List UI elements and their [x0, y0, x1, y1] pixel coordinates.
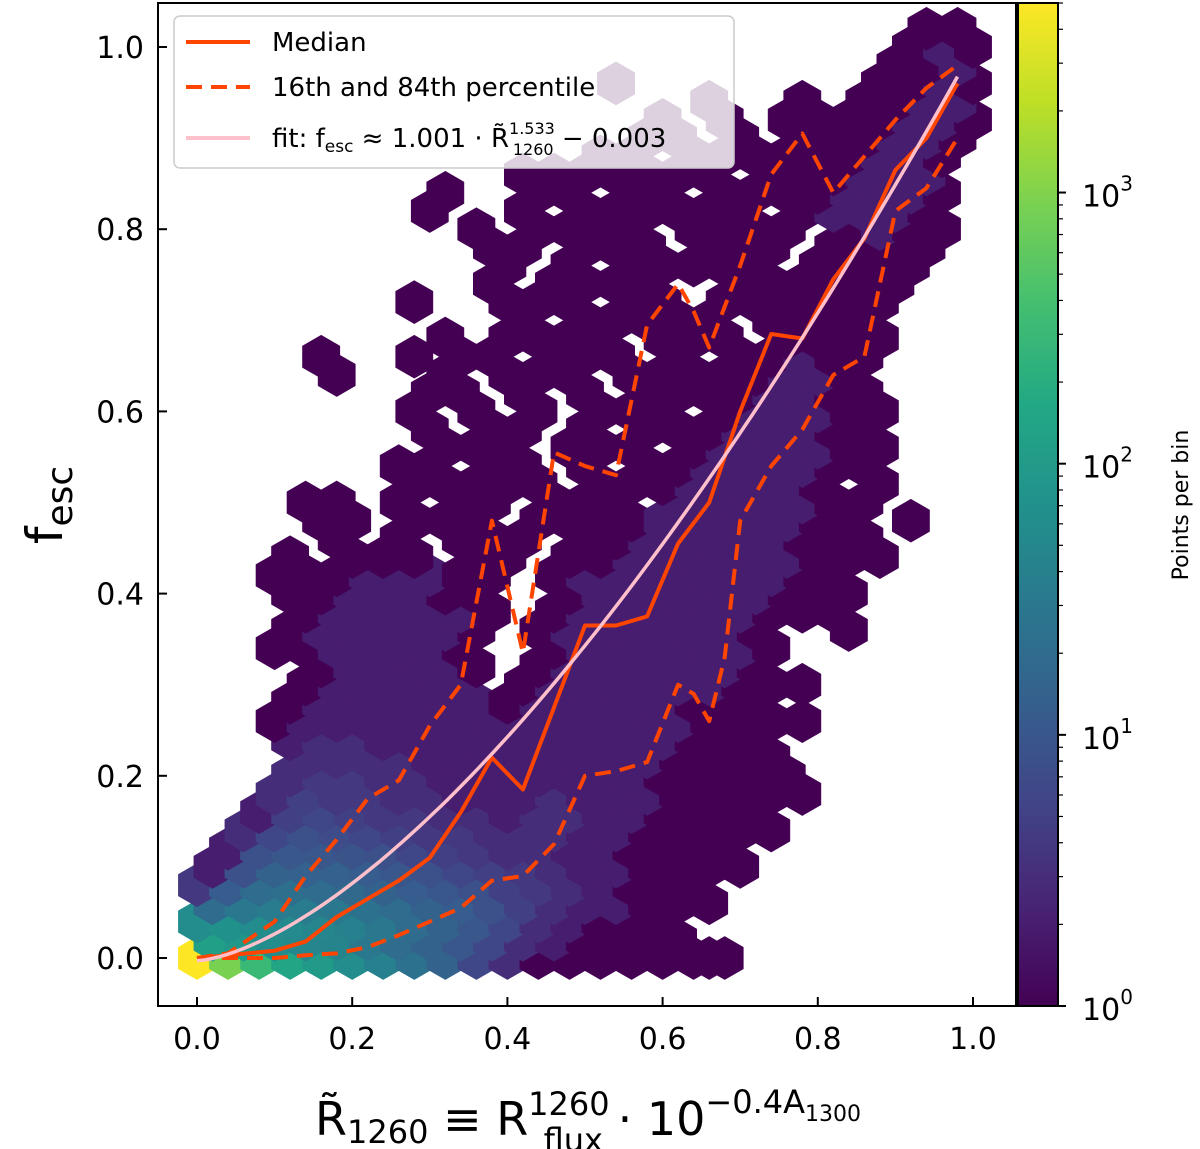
hexbin-layer — [178, 6, 992, 980]
y-axis-label: fesc — [16, 466, 81, 544]
colorbar-gradient — [1017, 2, 1059, 1007]
lines-layer — [196, 63, 960, 963]
hexbin-cell — [426, 316, 465, 361]
y-tick-label: 1.0 — [96, 31, 144, 66]
colorbar-label: Points per bin — [1169, 430, 1194, 581]
hexbin-cell — [690, 936, 729, 980]
colorbar-tick-label: 100 — [1082, 985, 1133, 1028]
colorbar-tick-label: 103 — [1082, 172, 1133, 215]
series-median-line — [196, 82, 960, 960]
hexbin-cell — [938, 6, 977, 51]
hexbin-cell — [783, 662, 822, 707]
series-fit-line — [196, 75, 960, 963]
colorbar-tick-label: 102 — [1082, 443, 1133, 486]
hexbin-cell — [457, 207, 496, 252]
legend: Median 16th and 84th percentile fit: fes… — [173, 15, 735, 169]
series-84th-percentile-line — [196, 63, 959, 960]
x-tick-label: 1.0 — [949, 1022, 997, 1057]
x-tick-label: 0.4 — [484, 1022, 532, 1057]
legend-percentile-label: 16th and 84th percentile — [272, 73, 595, 103]
hexbin-cell — [783, 79, 822, 124]
hexbin-cell — [271, 535, 310, 580]
legend-fit-label: fit: fesc ≈ 1.001 · R̃1.533 1260 − 0.003 — [272, 119, 666, 159]
x-axis-label: R̃1260 ≡ R1260 flux · 10−0.4A1300 — [315, 1083, 861, 1149]
hexbin-cell — [302, 334, 341, 379]
hexbin-cell — [891, 498, 930, 543]
y-tick-label: 0.2 — [96, 760, 144, 795]
colorbar: 100 101 102 103 Points per bin — [1017, 2, 1194, 1028]
legend-box — [173, 15, 735, 169]
legend-median-label: Median — [272, 28, 367, 58]
x-axis-ticks: 0.0 0.2 0.4 0.6 0.8 1.0 — [173, 997, 997, 1057]
y-tick-label: 0.6 — [96, 395, 144, 430]
hexbin-cell — [426, 170, 465, 215]
hexbin-cell — [395, 280, 434, 324]
y-tick-label: 0.4 — [96, 578, 144, 613]
hexbin-cell — [317, 480, 356, 525]
x-tick-label: 0.6 — [639, 1022, 687, 1057]
y-tick-label: 0.0 — [96, 942, 144, 977]
y-axis-ticks: 0.0 0.2 0.4 0.6 0.8 1.0 — [96, 31, 167, 977]
series-16th-percentile-line — [197, 137, 960, 960]
x-tick-label: 0.0 — [173, 1022, 221, 1057]
plot-frame — [157, 2, 1017, 1007]
colorbar-tick-label: 101 — [1082, 714, 1133, 757]
y-tick-label: 0.8 — [96, 213, 144, 248]
x-tick-label: 0.2 — [328, 1022, 376, 1057]
hexbin-cell — [783, 699, 822, 743]
x-tick-label: 0.8 — [794, 1022, 842, 1057]
colorbar-ticks: 100 101 102 103 — [1058, 2, 1133, 1028]
